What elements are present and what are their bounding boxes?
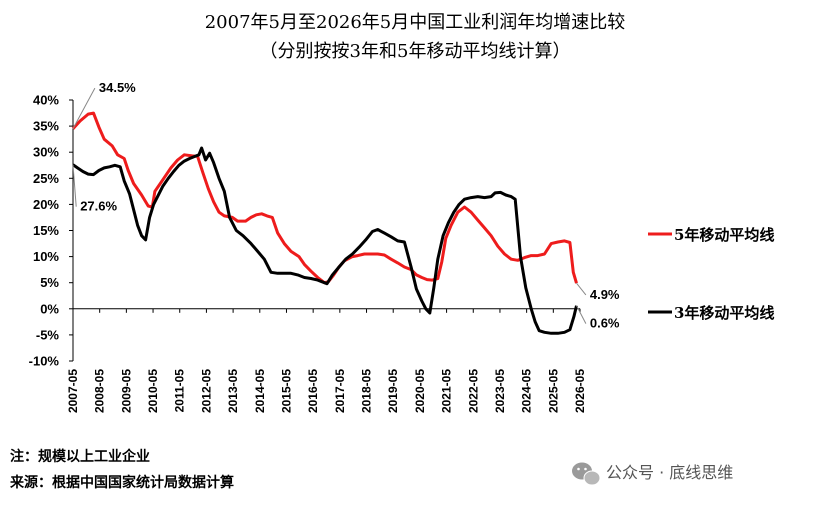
- y-tick-label: 25%: [33, 171, 59, 186]
- x-tick-label: 2009-05: [119, 369, 133, 413]
- wechat-icon: [572, 462, 601, 486]
- axes: [72, 100, 580, 361]
- x-tick-label: 2021-05: [440, 369, 454, 413]
- legend-label-5yr: 5年移动平均线: [674, 226, 774, 244]
- y-axis-ticks: -10% -5% 0% 5% 10% 15% 20% 25% 30% 35% 40%: [29, 93, 73, 369]
- series-line-3yr: [72, 146, 578, 335]
- annotation-label: 0.6%: [590, 316, 620, 331]
- annotation-leader: [72, 164, 77, 207]
- y-tick-label: 40%: [33, 93, 59, 108]
- x-tick-label: 2020-05: [413, 369, 427, 413]
- x-axis-ticks: 2007-05 2008-05 2009-05 2010-05 2011-05 2012-…: [66, 308, 587, 413]
- x-tick-label: 2015-05: [279, 369, 293, 413]
- y-tick-label: 20%: [33, 197, 59, 212]
- x-tick-label: 2008-05: [93, 369, 107, 413]
- note-line-2: 来源：根据中国国家统计局数据计算: [9, 474, 234, 491]
- x-tick-label: 2017-05: [333, 369, 347, 413]
- x-tick-label: 2024-05: [520, 369, 534, 413]
- annotation-label: 4.9%: [590, 287, 620, 302]
- y-tick-label: -10%: [29, 354, 60, 369]
- y-tick-label: 5%: [40, 275, 59, 290]
- y-tick-label: 15%: [33, 223, 59, 238]
- x-tick-label: 2019-05: [386, 369, 400, 413]
- x-tick-label: 2010-05: [146, 369, 160, 413]
- annotation-label: 34.5%: [99, 80, 136, 95]
- x-tick-label: 2013-05: [226, 369, 240, 413]
- legend-label-3yr: 3年移动平均线: [674, 304, 774, 322]
- x-tick-label: 2023-05: [493, 369, 507, 413]
- y-tick-label: 35%: [33, 119, 59, 134]
- x-tick-label: 2025-05: [546, 369, 560, 413]
- y-tick-label: -5%: [36, 327, 60, 342]
- annotations: 34.5% 27.6% 4.9% 0.6%: [72, 80, 620, 331]
- watermark-text: 公众号 · 底线思维: [606, 463, 733, 482]
- annotation-label: 27.6%: [80, 199, 117, 214]
- annotation-leader: [72, 87, 96, 129]
- series-line-5yr: [71, 111, 578, 285]
- series-lines: [71, 111, 578, 335]
- y-tick-label: 10%: [33, 249, 59, 264]
- y-tick-label: 30%: [33, 145, 59, 160]
- x-tick-label: 2014-05: [253, 369, 267, 413]
- x-tick-label: 2016-05: [306, 369, 320, 413]
- watermark: 公众号 · 底线思维: [572, 462, 733, 486]
- x-tick-label: 2012-05: [199, 369, 213, 413]
- note-line-1: 注：规模以上工业企业: [10, 448, 150, 465]
- x-tick-label: 2026-05: [573, 369, 587, 413]
- annotation-leader: [576, 305, 587, 324]
- x-tick-label: 2011-05: [173, 369, 187, 413]
- y-tick-label: 0%: [40, 301, 59, 316]
- legend: 5年移动平均线 3年移动平均线: [648, 226, 774, 322]
- x-tick-label: 2007-05: [66, 369, 80, 413]
- chart-title: 2007年5月至2026年5月中国工业利润年均增速比较: [205, 12, 626, 33]
- chart-subtitle: （分别按按3年和5年移动平均线计算）: [260, 41, 571, 62]
- x-tick-label: 2022-05: [466, 369, 480, 413]
- annotation-leader: [576, 282, 587, 296]
- x-tick-label: 2018-05: [360, 369, 374, 413]
